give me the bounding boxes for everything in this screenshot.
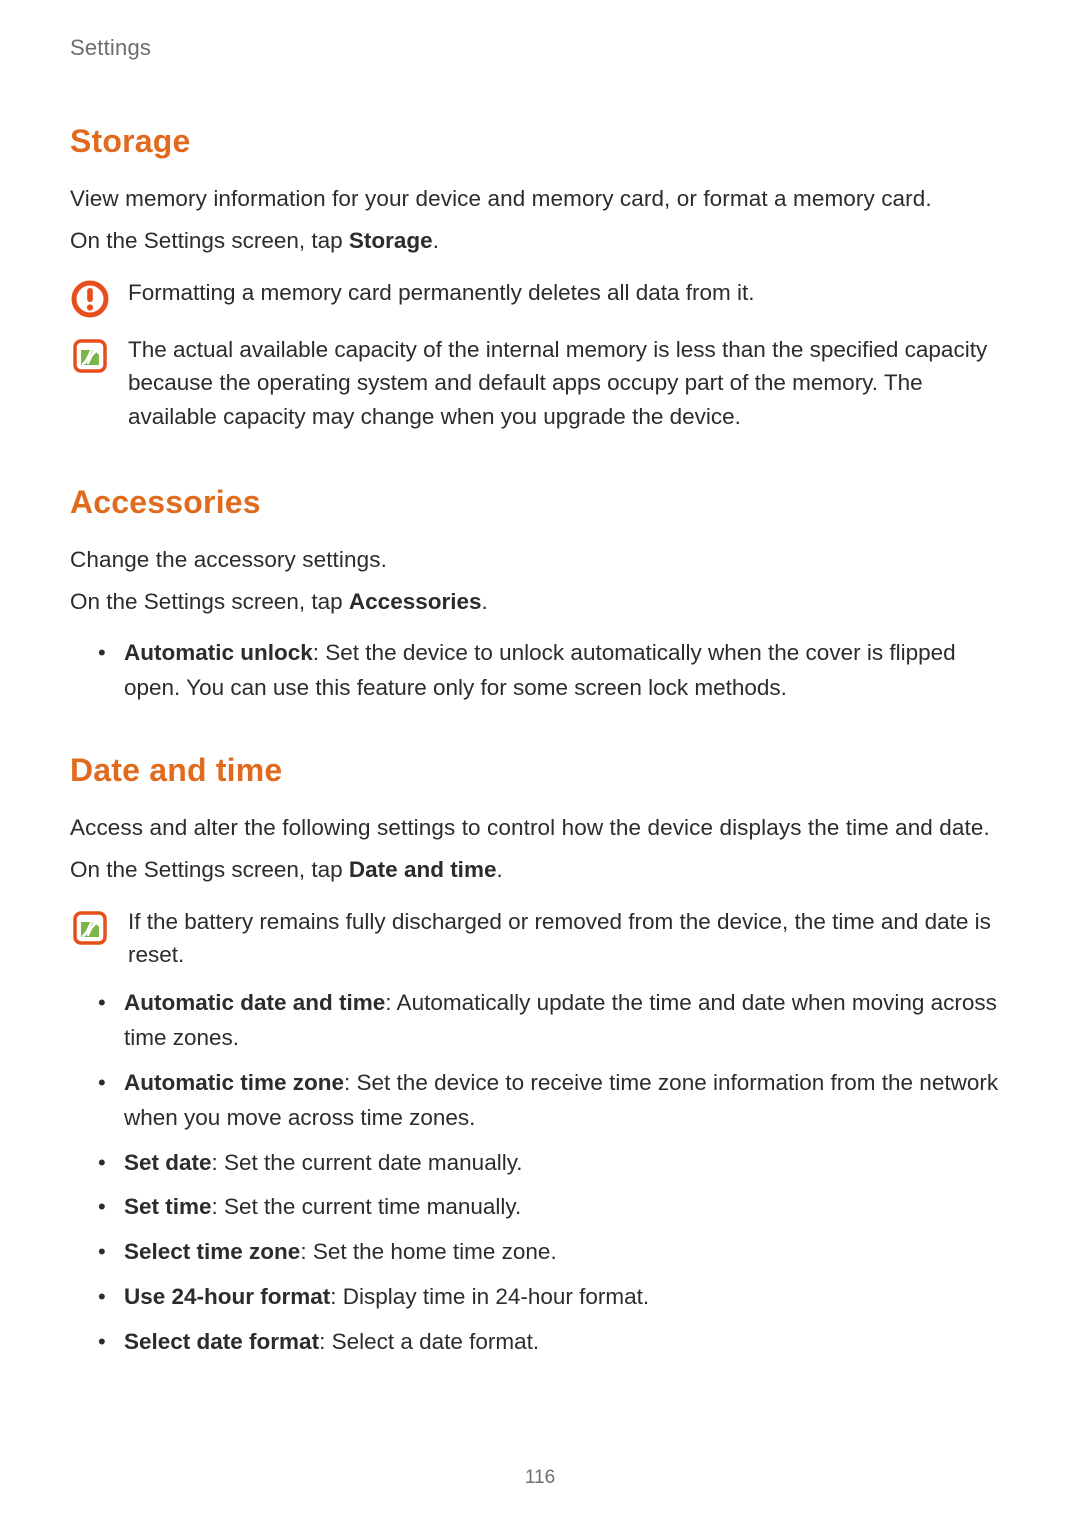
page-number: 116 — [0, 1467, 1080, 1489]
accessories-description: Change the accessory settings. — [70, 543, 1010, 577]
accessories-instr-prefix: On the Settings screen, tap — [70, 589, 349, 614]
list-item-desc: : Select a date format. — [319, 1329, 539, 1354]
accessories-instr-bold: Accessories — [349, 589, 482, 614]
list-item-label: Select time zone — [124, 1239, 300, 1264]
list-item-label: Automatic date and time — [124, 990, 385, 1015]
datetime-list: Automatic date and time: Automatically u… — [98, 986, 1010, 1360]
list-item-label: Set date — [124, 1150, 212, 1175]
list-item: Automatic time zone: Set the device to r… — [98, 1066, 1010, 1136]
list-item-label: Automatic unlock — [124, 640, 313, 665]
list-item-desc: : Display time in 24-hour format. — [330, 1284, 649, 1309]
list-item: Set date: Set the current date manually. — [98, 1146, 1010, 1181]
accessories-instruction: On the Settings screen, tap Accessories. — [70, 585, 1010, 619]
list-item-label: Use 24-hour format — [124, 1284, 330, 1309]
list-item-desc: : Set the current time manually. — [212, 1194, 522, 1219]
datetime-instr-suffix: . — [496, 857, 502, 882]
datetime-note-text: If the battery remains fully discharged … — [128, 905, 1010, 973]
list-item-label: Automatic time zone — [124, 1070, 344, 1095]
storage-note-text: The actual available capacity of the int… — [128, 333, 1010, 434]
storage-description: View memory information for your device … — [70, 182, 1010, 216]
list-item: Select date format: Select a date format… — [98, 1325, 1010, 1360]
list-item-desc: : Set the current date manually. — [212, 1150, 523, 1175]
datetime-description: Access and alter the following settings … — [70, 811, 1010, 845]
storage-instruction: On the Settings screen, tap Storage. — [70, 224, 1010, 258]
accessories-list: Automatic unlock: Set the device to unlo… — [98, 636, 1010, 706]
accessories-instr-suffix: . — [482, 589, 488, 614]
list-item-desc: : Set the home time zone. — [300, 1239, 556, 1264]
datetime-instr-bold: Date and time — [349, 857, 497, 882]
list-item: Automatic date and time: Automatically u… — [98, 986, 1010, 1056]
note-icon — [70, 908, 110, 948]
document-page: Settings Storage View memory information… — [0, 0, 1080, 1527]
list-item: Select time zone: Set the home time zone… — [98, 1235, 1010, 1270]
section-heading-accessories: Accessories — [70, 484, 1010, 521]
list-item: Use 24-hour format: Display time in 24-h… — [98, 1280, 1010, 1315]
note-icon — [70, 336, 110, 376]
page-header-label: Settings — [70, 35, 1010, 61]
storage-instr-suffix: . — [433, 228, 439, 253]
datetime-note-callout: If the battery remains fully discharged … — [70, 905, 1010, 973]
section-heading-datetime: Date and time — [70, 752, 1010, 789]
storage-warning-text: Formatting a memory card permanently del… — [128, 276, 1010, 310]
list-item-label: Set time — [124, 1194, 212, 1219]
storage-warning-callout: Formatting a memory card permanently del… — [70, 276, 1010, 319]
datetime-instr-prefix: On the Settings screen, tap — [70, 857, 349, 882]
storage-instr-prefix: On the Settings screen, tap — [70, 228, 349, 253]
storage-instr-bold: Storage — [349, 228, 433, 253]
list-item: Automatic unlock: Set the device to unlo… — [98, 636, 1010, 706]
storage-note-callout: The actual available capacity of the int… — [70, 333, 1010, 434]
list-item: Set time: Set the current time manually. — [98, 1190, 1010, 1225]
warning-icon — [70, 279, 110, 319]
section-heading-storage: Storage — [70, 123, 1010, 160]
datetime-instruction: On the Settings screen, tap Date and tim… — [70, 853, 1010, 887]
list-item-label: Select date format — [124, 1329, 319, 1354]
